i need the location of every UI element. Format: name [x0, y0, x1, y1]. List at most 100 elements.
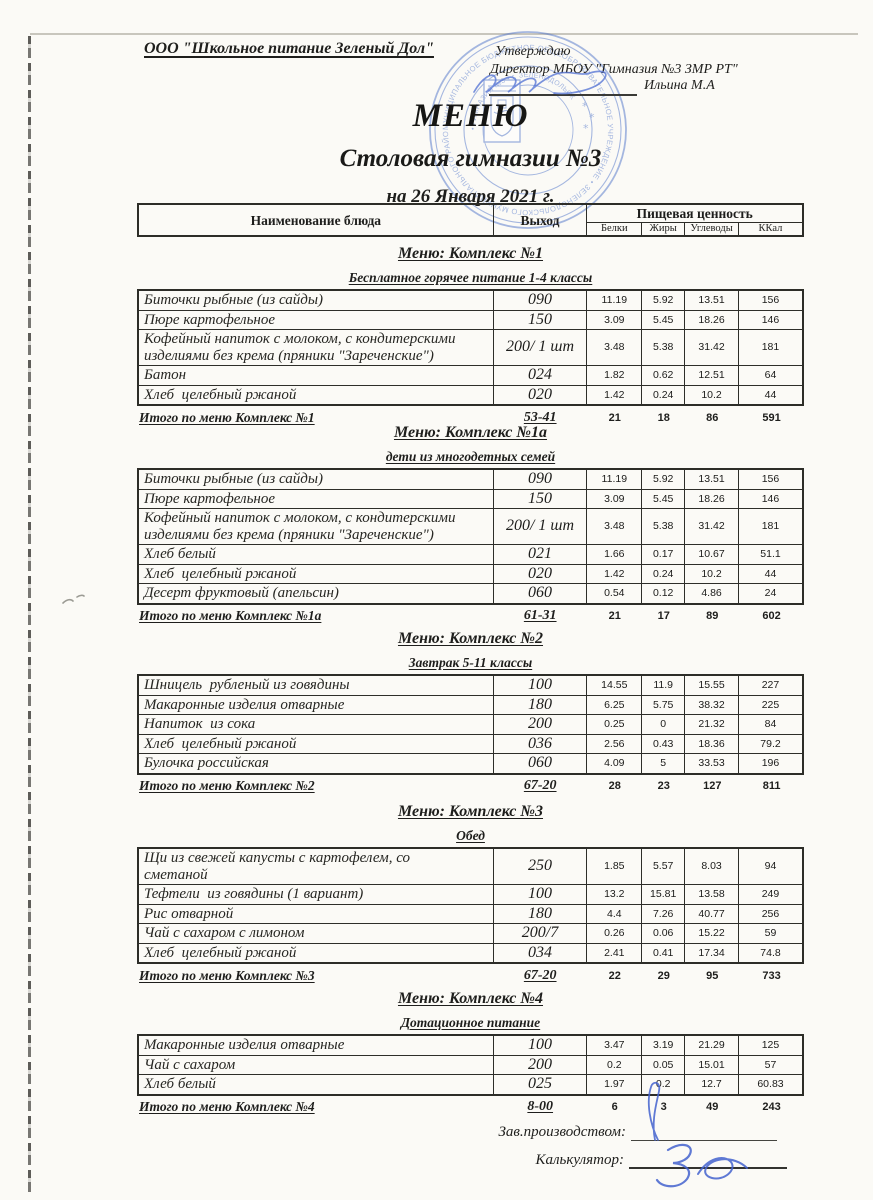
section-subtitle: дети из многодетных семей [385, 449, 556, 464]
nutrition-value: 5.45 [641, 488, 686, 509]
svg-text:*: * [583, 122, 589, 135]
calculator-signature-line [629, 1165, 787, 1169]
col-header-kcal: ККал [737, 222, 804, 237]
total-label: Итого по меню Комплекс №2 [139, 778, 315, 793]
dish-row: Биточки рыбные (из сайды) 090 11.19 5.92 13.… [137, 468, 804, 490]
col-header-carbs: Углеводы [684, 222, 739, 237]
svg-text:*: * [589, 111, 595, 124]
portion-size: 034 [492, 942, 588, 964]
portion-size: 090 [492, 468, 588, 490]
section-title: Меню: Комплекс №1а [393, 424, 548, 441]
portion-size: 180 [492, 694, 588, 715]
calculator-row: Калькулятор: [536, 1152, 787, 1169]
total-label: Итого по меню Комплекс №4 [139, 1099, 315, 1114]
nutrition-value: 256 [737, 903, 804, 924]
total-portion: 53-41 [523, 409, 557, 425]
section-title: Меню: Комплекс №3 [397, 803, 544, 820]
dish-row: Шницель рубленый из говядины 100 14.55 11.9… [137, 674, 804, 696]
portion-size: 100 [492, 1034, 588, 1056]
menu-section: Меню: Комплекс №4 Дотационное питание Мака… [137, 990, 804, 1117]
nutrition-value: 21.32 [684, 714, 739, 735]
nutrition-value: 3.19 [641, 1034, 686, 1056]
nutrition-value: 125 [737, 1034, 804, 1056]
nutrition-value: 57 [737, 1054, 804, 1075]
total-label: Итого по меню Комплекс №1а [139, 608, 322, 623]
nutrition-value: 249 [737, 884, 804, 905]
dish-row: Пюре картофельное 150 3.09 5.45 18.26 146 [137, 488, 804, 509]
col-header-fat: Жиры [641, 222, 686, 237]
nutrition-value: 10.2 [684, 563, 739, 584]
nutrition-value: 5.75 [641, 694, 686, 715]
nutrition-value: 181 [737, 508, 804, 545]
nutrition-value: 11.19 [586, 468, 643, 490]
dish-row: Десерт фруктовый (апельсин) 060 0.54 0.12 4.… [137, 583, 804, 604]
dish-row: Чай с сахаром с лимоном 200/7 0.26 0.06 15.2… [137, 923, 804, 944]
dish-name: Тефтели из говядины (1 вариант) [137, 884, 494, 905]
total-value: 86 [706, 411, 719, 424]
nutrition-value: 156 [737, 289, 804, 311]
portion-size: 100 [492, 674, 588, 696]
nutrition-value: 10.2 [684, 384, 739, 406]
nutrition-value: 5.92 [641, 289, 686, 311]
nutrition-value: 13.51 [684, 289, 739, 311]
menu-section: Меню: Комплекс №3 Обед Щи из свежей капуст… [137, 803, 804, 985]
total-label: Итого по меню Комплекс №3 [139, 967, 315, 983]
stamp-stars: *** [582, 100, 595, 135]
dish-name: Щи из свежей капусты с картофелем, со см… [137, 847, 494, 885]
total-value: 127 [703, 780, 722, 792]
director-signature [473, 70, 607, 95]
nutrition-value: 1.42 [586, 563, 643, 584]
pencil-speck [62, 594, 85, 604]
portion-size: 100 [492, 884, 588, 905]
nutrition-value: 2.41 [586, 942, 643, 964]
dish-row: Тефтели из говядины (1 вариант) 100 13.2 15… [137, 884, 804, 905]
portion-size: 090 [492, 289, 588, 311]
portion-size: 200 [492, 714, 588, 735]
total-value: 733 [762, 969, 781, 982]
total-value: 22 [608, 969, 621, 982]
nutrition-value: 44 [737, 563, 804, 584]
menu-table: Биточки рыбные (из сайды) 090 11.19 5.92 13.… [137, 289, 804, 406]
nutrition-value: 10.67 [684, 544, 739, 565]
nutrition-value: 0.24 [641, 563, 686, 584]
nutrition-value: 0.54 [586, 583, 643, 604]
dish-name: Чай с сахаром с лимоном [137, 923, 494, 944]
nutrition-value: 0.62 [641, 365, 686, 386]
nutrition-value: 74.8 [737, 942, 804, 964]
dish-row: Кофейный напиток с молоком, с кондитерск… [137, 508, 804, 545]
dish-name: Хлеб белый [137, 544, 494, 565]
total-value: 21 [608, 411, 621, 424]
approval-signature-line [489, 94, 637, 96]
approval-word: Утверждаю [495, 44, 571, 59]
nutrition-value: 0 [641, 714, 686, 735]
section-total-row: Итого по меню Комплекс №2 67-20 28 23 127 811 [137, 777, 804, 796]
total-label: Итого по меню Комплекс №1 [139, 409, 315, 425]
menu-section: Меню: Комплекс №1 Бесплатное горячее пита… [137, 245, 804, 427]
total-portion: 61-31 [523, 608, 557, 623]
scan-edge-left [28, 36, 31, 1194]
section-title: Меню: Комплекс №4 [397, 990, 544, 1007]
nutrition-value: 225 [737, 694, 804, 715]
nutrition-value: 0.41 [641, 942, 686, 964]
menu-table: Биточки рыбные (из сайды) 090 11.19 5.92 13.… [137, 468, 804, 605]
total-value: 602 [762, 610, 781, 622]
portion-size: 036 [492, 733, 588, 754]
nutrition-value: 4.4 [586, 903, 643, 924]
production-signature-line [631, 1138, 777, 1141]
production-manager-row: Зав.производством: [498, 1124, 777, 1141]
nutrition-value: 94 [737, 847, 804, 885]
nutrition-value: 1.85 [586, 847, 643, 885]
approver-name: Ильина М.А [644, 78, 715, 93]
portion-size: 020 [492, 563, 588, 584]
section-subtitle: Завтрак 5-11 классы [408, 655, 533, 670]
dish-name: Батон [137, 365, 494, 386]
nutrition-value: 8.03 [684, 847, 739, 885]
nutrition-value: 3.09 [586, 488, 643, 509]
portion-size: 060 [492, 753, 588, 774]
dish-row: Хлеб целебный ржаной 036 2.56 0.43 18.36 79.2 [137, 733, 804, 754]
nutrition-value: 0.43 [641, 733, 686, 754]
dish-name: Булочка российская [137, 753, 494, 774]
nutrition-value: 0.06 [641, 923, 686, 944]
dish-row: Рис отварной 180 4.4 7.26 40.77 256 [137, 903, 804, 924]
menu-table: Макаронные изделия отварные 100 3.47 3.19 21… [137, 1034, 804, 1096]
